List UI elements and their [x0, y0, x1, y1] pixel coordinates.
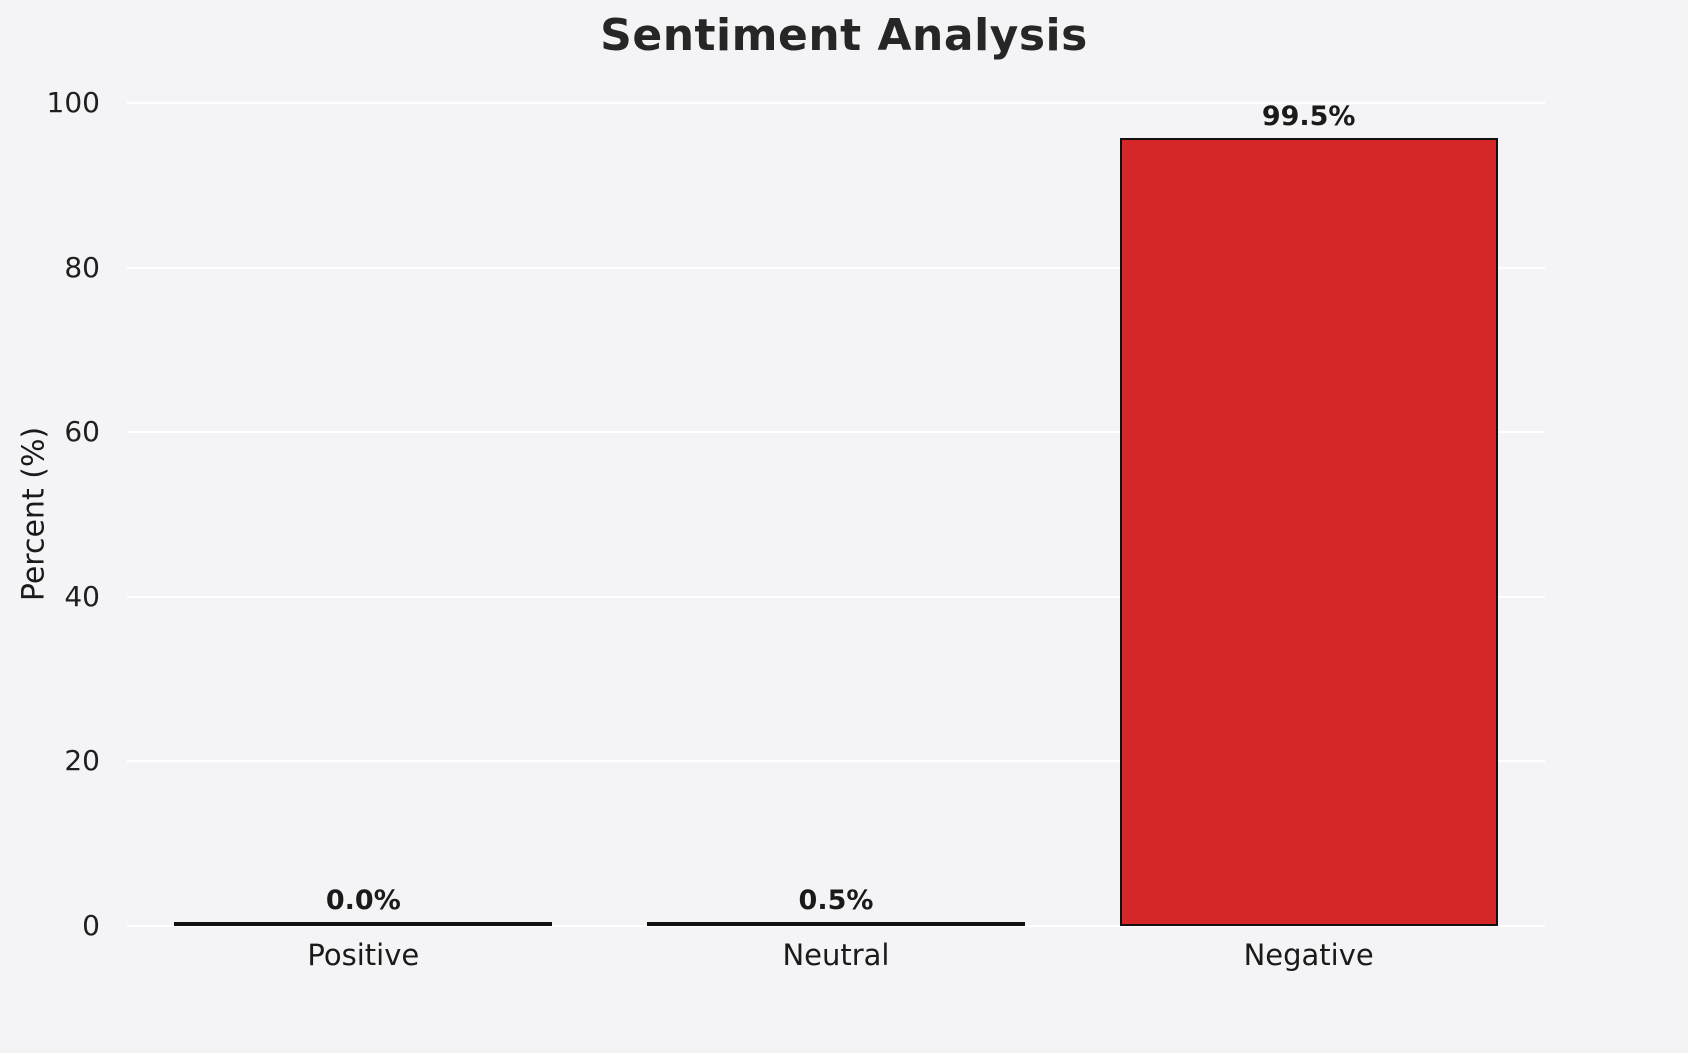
- x-tick-label: Neutral: [782, 938, 890, 972]
- y-tick-label: 40: [64, 579, 100, 613]
- bar-value-label: 99.5%: [1261, 101, 1356, 132]
- bar-value-label: 0.5%: [798, 884, 874, 916]
- gridline: [127, 595, 1545, 598]
- y-tick-label: 60: [64, 415, 100, 449]
- plot-area: 0.0% Positive 0.5% Neutral 99.5% Negative: [127, 101, 1545, 972]
- x-tick-label: Positive: [307, 938, 420, 972]
- y-tick-label: 80: [64, 250, 100, 284]
- gridline: [127, 102, 1545, 104]
- gridline: [127, 266, 1545, 269]
- x-tick-label: Negative: [1243, 938, 1374, 972]
- chart-title: Sentiment Analysis: [600, 10, 1088, 61]
- gridline: [127, 760, 1545, 763]
- y-tick-label: 0: [82, 909, 100, 942]
- y-tick-label: 100: [46, 86, 100, 119]
- bar-slot-negative: 99.5% Negative: [1072, 101, 1545, 972]
- bar-slot-positive: 0.0% Positive: [127, 103, 600, 972]
- gridline: [127, 925, 1545, 927]
- y-axis-ticks: 0 20 40 60 80 100: [0, 89, 112, 940]
- bar-slot-neutral: 0.5% Neutral: [600, 103, 1073, 972]
- y-tick-label: 20: [64, 744, 100, 778]
- bar-neutral: [646, 921, 1026, 926]
- bar-negative: [1119, 138, 1498, 926]
- bar-value-label: 0.0%: [325, 885, 401, 916]
- gridline: [127, 431, 1545, 434]
- bar-positive: [174, 922, 553, 926]
